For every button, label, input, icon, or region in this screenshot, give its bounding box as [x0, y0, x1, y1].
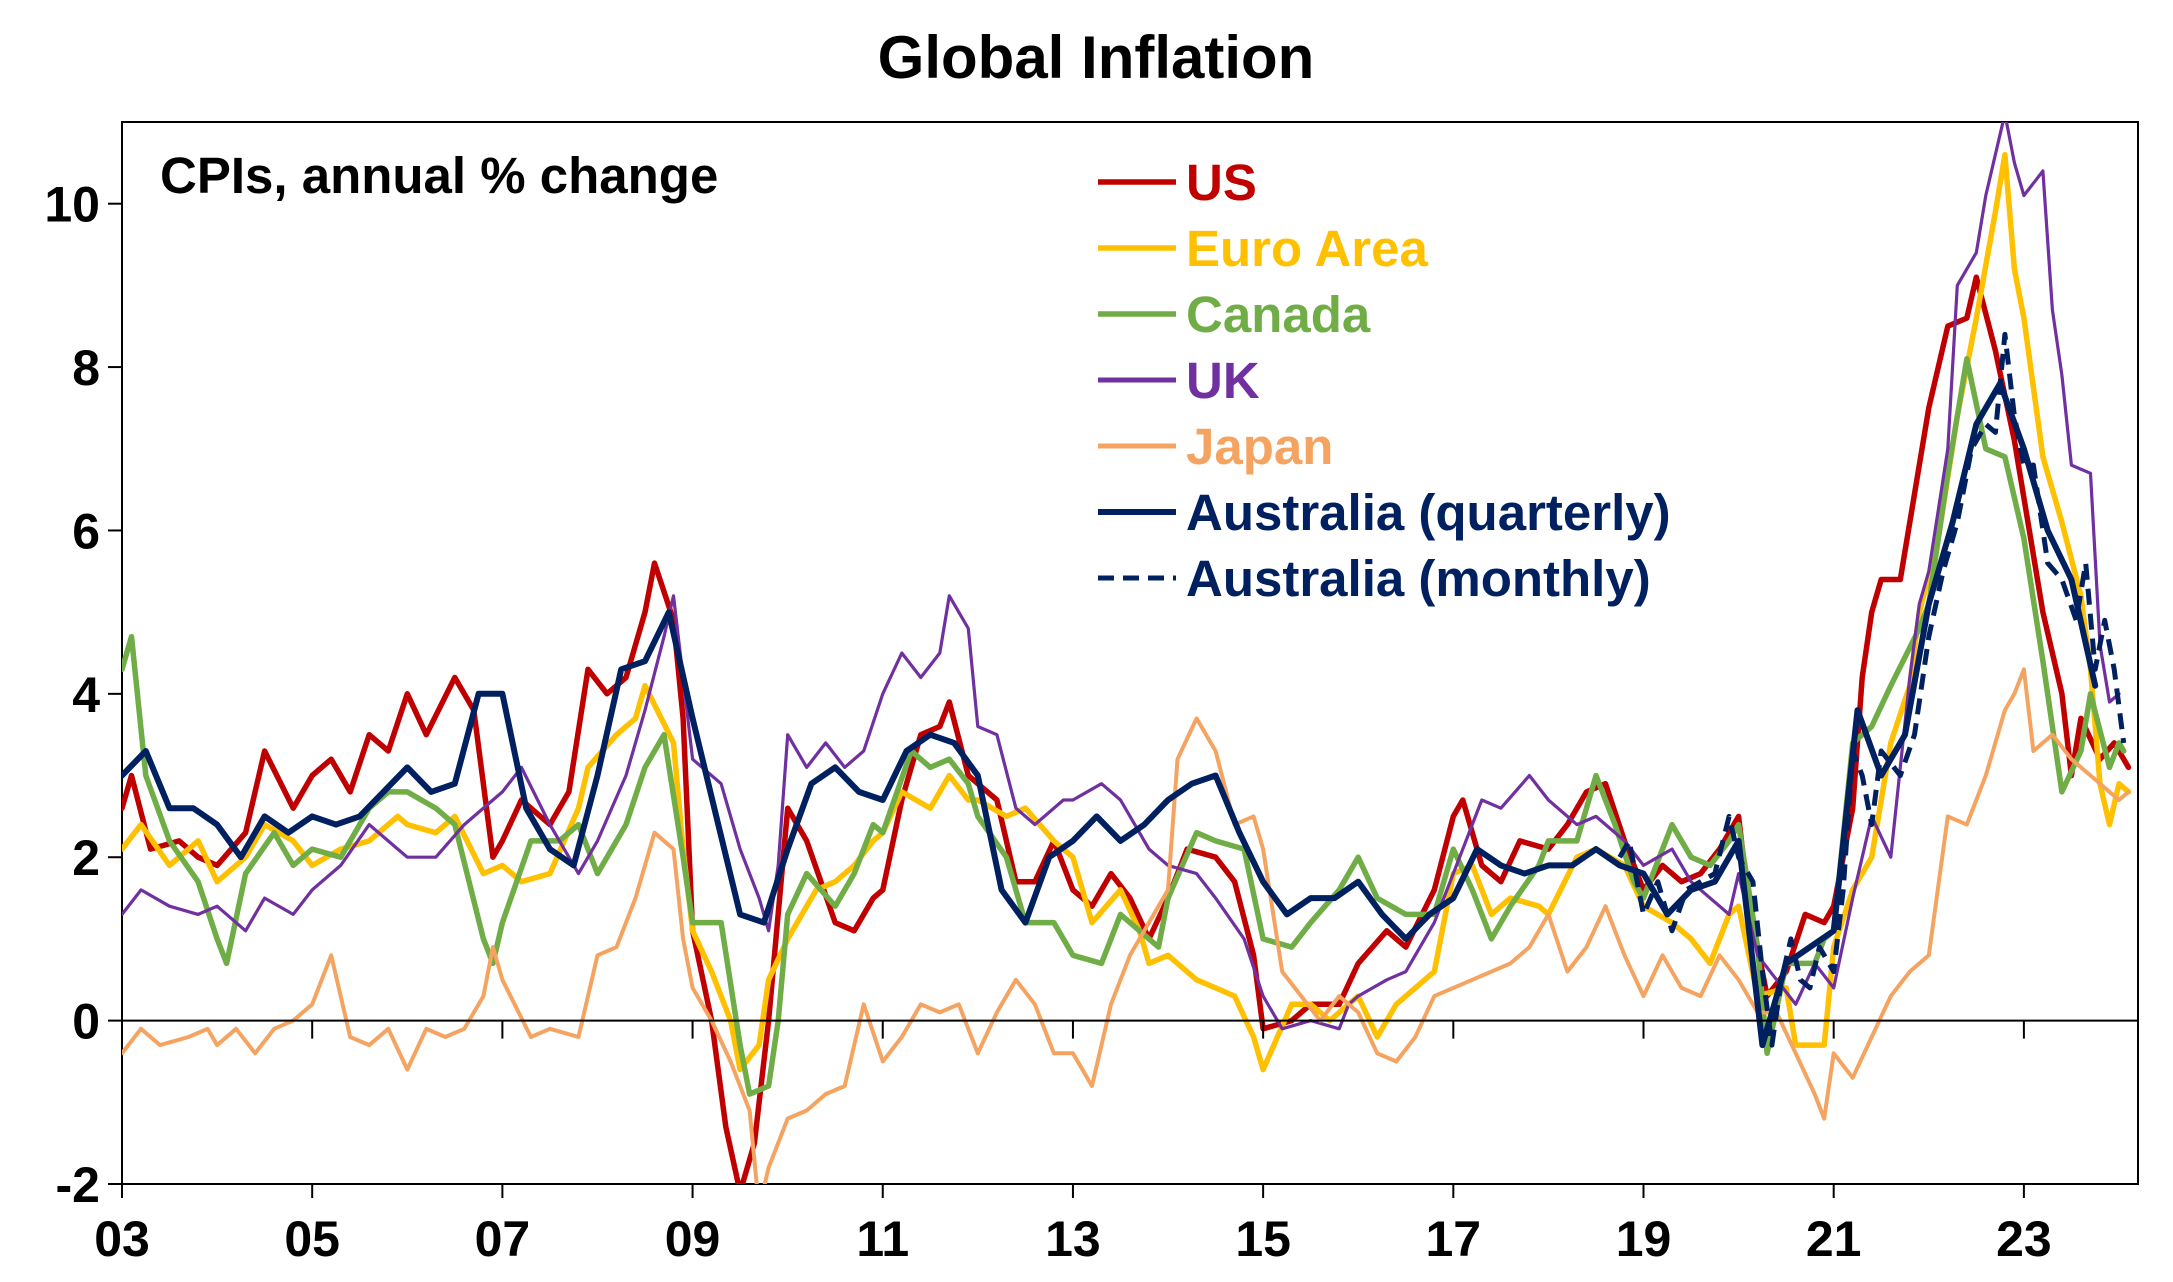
x-tick-label-8: 19	[1616, 1211, 1672, 1267]
chart-title: Global Inflation	[878, 24, 1315, 91]
chart-subtitle: CPIs, annual % change	[160, 147, 718, 204]
y-tick-label-5: 8	[72, 340, 100, 396]
legend-label-3: UK	[1186, 352, 1260, 409]
y-tick-label-3: 4	[72, 667, 100, 723]
series-line-4	[122, 667, 2131, 1184]
legend-label-0: US	[1186, 154, 1257, 211]
legend: US Euro Area Canada UK Japan Australia (quart…	[1098, 154, 1671, 607]
legend-label-4: Japan	[1186, 418, 1333, 475]
series-line-0	[122, 274, 2132, 1184]
y-tick-label-6: 10	[44, 177, 100, 233]
series-layer	[122, 122, 2132, 1184]
x-tick-label-1: 05	[284, 1211, 340, 1267]
legend-label-1: Euro Area	[1186, 220, 1428, 277]
series-line-1	[122, 151, 2132, 1073]
y-tick-label-2: 2	[72, 830, 100, 886]
zero-axis	[121, 1019, 2138, 1039]
x-tick-label-5: 13	[1045, 1211, 1101, 1267]
x-tick-label-4: 11	[856, 1211, 909, 1267]
y-axis: -2 0 2 4 6 8 10	[44, 177, 122, 1213]
x-tick-label-9: 21	[1806, 1211, 1862, 1267]
legend-label-6: Australia (monthly)	[1186, 550, 1651, 607]
legend-label-2: Canada	[1186, 286, 1371, 343]
plot-frame	[121, 121, 2139, 1185]
x-tick-label-2: 07	[475, 1211, 531, 1267]
x-tick-label-10: 23	[1996, 1211, 2052, 1267]
x-tick-label-6: 15	[1235, 1211, 1291, 1267]
x-tick-label-0: 03	[94, 1211, 150, 1267]
legend-label-5: Australia (quarterly)	[1186, 484, 1671, 541]
y-tick-label-1: 0	[72, 994, 100, 1050]
x-tick-label-3: 09	[665, 1211, 721, 1267]
y-tick-label-4: 6	[72, 503, 100, 559]
series-line-6	[1617, 331, 2127, 1048]
x-tick-label-7: 17	[1426, 1211, 1482, 1267]
y-tick-label-0: -2	[56, 1157, 100, 1213]
x-axis: 03 05 07 09 11 13 15 17 19 21 23	[94, 1184, 2052, 1267]
series-line-5	[122, 380, 2099, 1049]
series-line-3	[122, 122, 2121, 1031]
